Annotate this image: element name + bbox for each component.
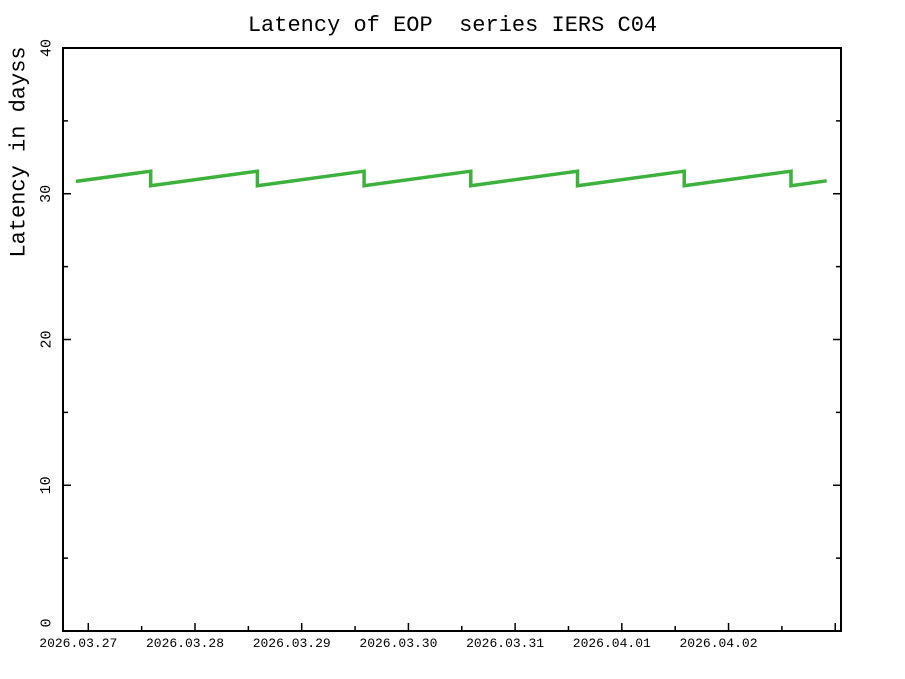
y-tick-label: 40 <box>38 39 55 57</box>
y-tick-label: 20 <box>38 330 55 348</box>
y-tick-label: 10 <box>38 476 55 494</box>
x-tick-label: 2026.03.27 <box>39 636 117 651</box>
latency-line <box>75 169 827 188</box>
x-tick-label: 2026.03.31 <box>466 636 544 651</box>
y-tick-label: 30 <box>38 185 55 203</box>
x-tick-label: 2026.03.29 <box>253 636 331 651</box>
x-tick-label: 2026.04.02 <box>679 636 757 651</box>
axis-box <box>62 47 842 632</box>
x-tick-label: 2026.04.01 <box>573 636 651 651</box>
chart-title: Latency of EOP series IERS C04 <box>247 13 658 38</box>
x-tick-label: 2026.03.30 <box>359 636 437 651</box>
x-tick-label: 2026.03.28 <box>146 636 224 651</box>
y-tick-label: 0 <box>38 618 55 627</box>
